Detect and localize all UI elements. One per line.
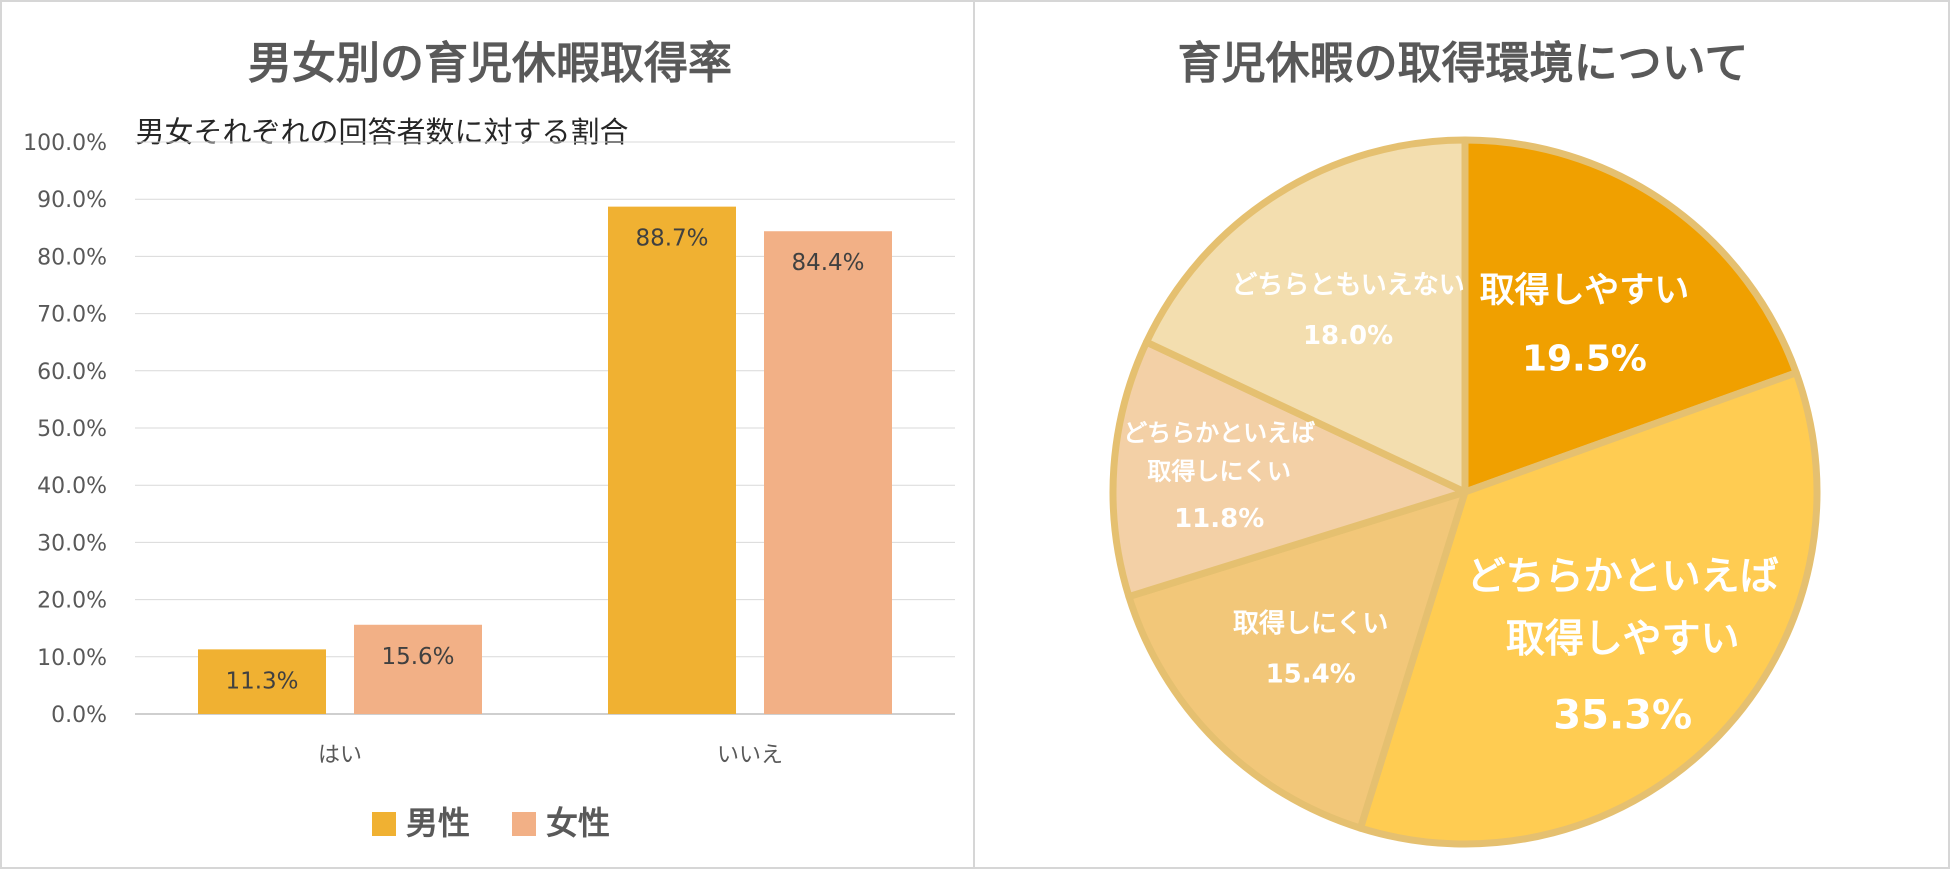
legend: 男性 女性 bbox=[372, 804, 610, 842]
bar-chart-panel: 男女別の育児休暇取得率 男女それぞれの回答者数に対する割合 0.0% 10.0% 2… bbox=[0, 0, 975, 869]
pie-slices bbox=[1109, 136, 1821, 848]
pie-slice bbox=[1125, 488, 1469, 832]
legend-swatch bbox=[372, 812, 396, 836]
data-label: 11.3% bbox=[225, 668, 298, 694]
legend-label: 男性 bbox=[406, 804, 470, 842]
x-tick-label: いいえ bbox=[717, 743, 783, 768]
bar bbox=[764, 231, 892, 714]
data-label: 84.4% bbox=[791, 250, 864, 276]
pie-slice bbox=[1109, 338, 1469, 601]
pie-slice-value: 35.3% bbox=[1553, 692, 1692, 738]
pie-chart-panel: 育児休暇の取得環境について 取得しやすい 19.5% どちらかといえば 取得しやすい 3… bbox=[973, 0, 1950, 869]
legend-label: 女性 bbox=[546, 804, 610, 842]
pie-slice bbox=[1356, 369, 1821, 848]
y-tick-label: 70.0% bbox=[37, 303, 107, 328]
y-tick-label: 0.0% bbox=[51, 703, 107, 728]
pie-slice bbox=[1143, 136, 1469, 496]
pie-labels: 取得しやすい19.5%どちらかといえば取得しやすい35.3%取得しにくい15.4… bbox=[1123, 270, 1778, 738]
pie-slice-label: 取得しやすい bbox=[1480, 271, 1690, 311]
data-labels: 11.3% 15.6% 88.7% 84.4% bbox=[225, 226, 864, 695]
data-label: 88.7% bbox=[635, 226, 708, 252]
pie-slice-label: どちらともいえない bbox=[1231, 270, 1464, 300]
pie-slice-value: 18.0% bbox=[1303, 321, 1393, 351]
y-tick-label: 20.0% bbox=[37, 589, 107, 614]
pie-slice-label: 取得しやすい bbox=[1506, 617, 1740, 662]
bars bbox=[198, 206, 892, 715]
bar bbox=[354, 624, 482, 714]
y-tick-label: 10.0% bbox=[37, 646, 107, 671]
pie-chart-title: 育児休暇の取得環境について bbox=[1178, 38, 1749, 89]
x-axis-ticks: はい いいえ bbox=[318, 743, 783, 768]
pie-slice-label: 取得しにくい bbox=[1233, 609, 1388, 639]
bar bbox=[608, 206, 736, 715]
pie-slice bbox=[1461, 136, 1800, 496]
bar-chart-title: 男女別の育児休暇取得率 bbox=[248, 38, 732, 89]
y-axis-ticks: 0.0% 10.0% 20.0% 30.0% 40.0% 50.0% 60.0% 70.0% 8… bbox=[23, 131, 107, 728]
y-tick-label: 100.0% bbox=[23, 131, 107, 156]
y-tick-label: 30.0% bbox=[37, 531, 107, 556]
y-tick-label: 40.0% bbox=[37, 474, 107, 499]
y-tick-label: 50.0% bbox=[37, 417, 107, 442]
pie-slice-value: 15.4% bbox=[1266, 660, 1356, 690]
y-tick-label: 60.0% bbox=[37, 360, 107, 385]
data-label: 15.6% bbox=[381, 644, 454, 670]
bar bbox=[198, 649, 326, 714]
pie-slice-label: どちらかといえば bbox=[1467, 554, 1779, 599]
pie-slice-label: どちらかといえば bbox=[1123, 419, 1315, 447]
bar-chart-subtitle: 男女それぞれの回答者数に対する割合 bbox=[135, 115, 628, 149]
bar-chart: 男女別の育児休暇取得率 男女それぞれの回答者数に対する割合 0.0% 10.0% 2… bbox=[23, 38, 955, 842]
x-tick-label: はい bbox=[318, 743, 362, 768]
y-tick-label: 80.0% bbox=[37, 245, 107, 270]
y-tick-label: 90.0% bbox=[37, 188, 107, 213]
pie-slice-value: 19.5% bbox=[1522, 339, 1647, 380]
legend-swatch bbox=[512, 812, 536, 836]
pie-chart: 育児休暇の取得環境について 取得しやすい19.5%どちらかといえば取得しやすい3… bbox=[1109, 38, 1821, 848]
pie-slice-value: 11.8% bbox=[1174, 504, 1264, 534]
pie-slice-label: 取得しにくい bbox=[1147, 457, 1291, 485]
